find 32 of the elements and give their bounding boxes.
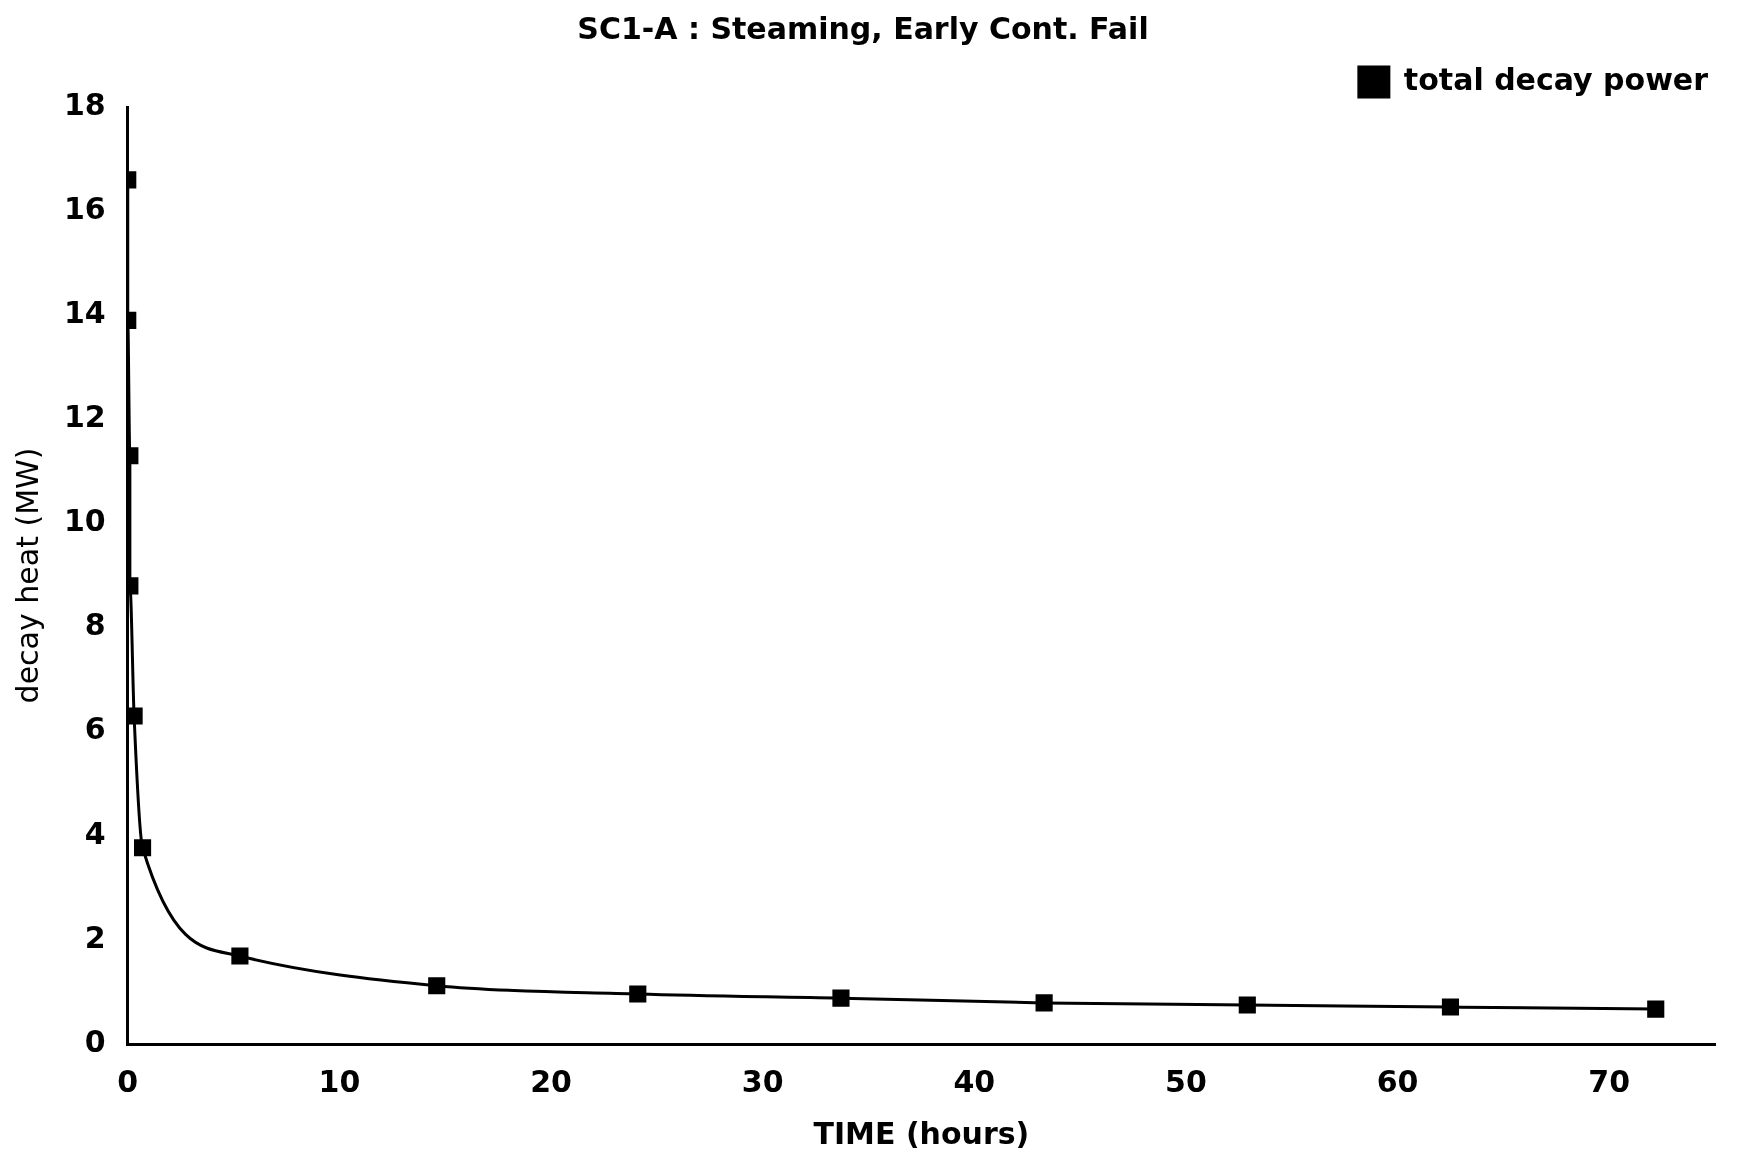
x-tick-label: 30 xyxy=(741,1063,784,1099)
point xyxy=(127,707,143,725)
y-tick-label: 16 xyxy=(64,190,106,226)
y-tick-label: 4 xyxy=(84,815,106,851)
y-tick-label: 12 xyxy=(64,399,106,435)
legend-label: total decay power xyxy=(1403,61,1709,97)
x-tick-label: 10 xyxy=(318,1063,361,1099)
point xyxy=(133,839,152,857)
point xyxy=(231,947,249,965)
x-axis-title: TIME (hours) xyxy=(813,1115,1030,1151)
y-tick-label: 10 xyxy=(64,503,106,539)
y-tick-label: 0 xyxy=(84,1023,106,1059)
x-tick-label: 0 xyxy=(117,1063,139,1099)
point xyxy=(1035,994,1053,1012)
x-tick-label: 20 xyxy=(530,1063,572,1099)
x-tick-label: 70 xyxy=(1588,1063,1631,1099)
x-tick-label: 60 xyxy=(1376,1063,1419,1099)
point xyxy=(1238,996,1256,1014)
x-tick-label: 50 xyxy=(1165,1063,1207,1099)
y-axis-title: decay heat (MW) xyxy=(9,447,45,704)
y-tick-label: 14 xyxy=(64,295,106,331)
y-tick-label: 18 xyxy=(64,86,106,122)
y-tick-label: 2 xyxy=(84,919,106,955)
y-tick-label: 8 xyxy=(84,607,106,643)
y-tick-label: 6 xyxy=(84,711,106,747)
x-tick-label: 40 xyxy=(953,1063,996,1099)
chart-title: SC1-A : Steaming, Early Cont. Fail xyxy=(577,10,1149,46)
point xyxy=(1647,1000,1665,1018)
point xyxy=(832,989,850,1007)
point xyxy=(1441,998,1460,1016)
point xyxy=(629,985,647,1003)
point xyxy=(428,977,446,995)
